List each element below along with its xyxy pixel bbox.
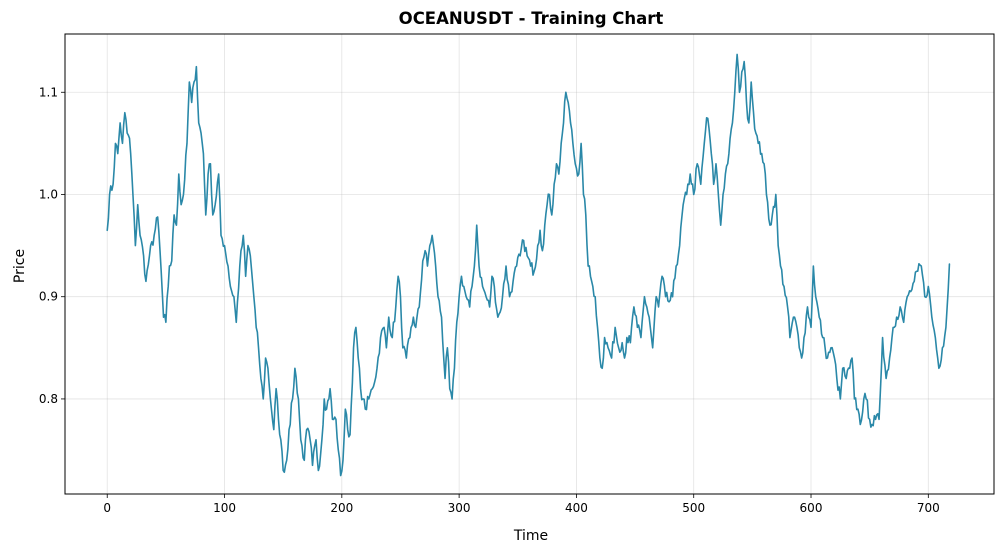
y-tick-label: 0.9 — [39, 290, 58, 304]
y-tick-label: 1.1 — [39, 85, 58, 99]
price-series-line — [106, 53, 951, 477]
y-axis-label: Price — [12, 249, 28, 283]
x-tick-label: 100 — [213, 501, 236, 515]
x-tick-label: 0 — [103, 501, 111, 515]
x-tick-label: 300 — [448, 501, 471, 515]
chart-title: OCEANUSDT - Training Chart — [399, 9, 664, 28]
x-axis-label: Time — [513, 528, 548, 544]
x-tick-label: 200 — [330, 501, 353, 515]
y-axis-ticks: 0.8 0.9 1.0 1.1 — [39, 85, 65, 406]
x-tick-label: 500 — [682, 501, 705, 515]
y-tick-label: 0.8 — [39, 392, 58, 406]
y-tick-label: 1.0 — [39, 187, 58, 201]
plot-area — [106, 53, 951, 477]
x-tick-label: 600 — [800, 501, 823, 515]
x-tick-label: 700 — [917, 501, 940, 515]
x-axis-ticks: 0 100 200 300 400 500 600 700 — [103, 494, 940, 515]
x-tick-label: 400 — [565, 501, 588, 515]
axes-frame — [64, 33, 995, 495]
